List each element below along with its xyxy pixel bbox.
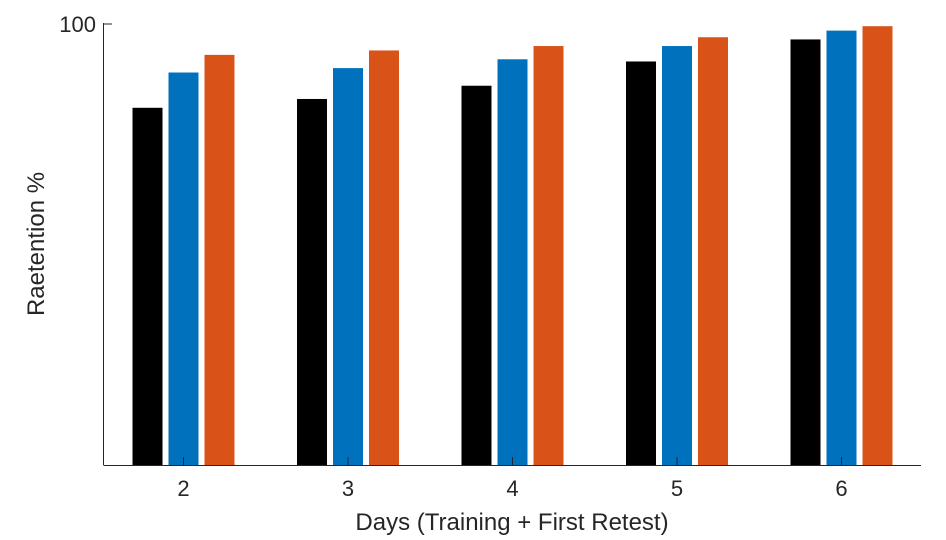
bar-3-series-2 — [333, 68, 363, 465]
bar-2-series-1 — [132, 107, 163, 465]
x-tick-label-2: 2 — [177, 476, 189, 501]
bar-4-series-3 — [533, 46, 564, 466]
x-tick-label-3: 3 — [342, 476, 354, 501]
bar-2-series-3 — [204, 54, 235, 466]
bar-3-series-1 — [297, 98, 327, 465]
bar-6-series-2 — [826, 30, 857, 466]
bars-group — [132, 26, 893, 466]
x-tick-label-4: 4 — [506, 476, 518, 501]
ticks-group: 2 3 4 5 6 100 — [59, 12, 847, 501]
bar-4-series-2 — [497, 59, 528, 465]
y-axis-label: Raetention % — [23, 172, 50, 316]
bar-6-series-1 — [790, 39, 821, 466]
bar-5-series-1 — [626, 61, 656, 466]
bar-5-series-2 — [662, 46, 692, 466]
bar-6-series-3 — [862, 26, 893, 466]
x-axis-label: Days (Training + First Retest) — [355, 509, 668, 536]
bar-3-series-3 — [369, 50, 399, 466]
bar-5-series-3 — [698, 37, 728, 465]
y-tick-label-100: 100 — [59, 12, 96, 37]
bar-2-series-2 — [168, 72, 199, 465]
x-tick-label-6: 6 — [835, 476, 847, 501]
x-tick-label-5: 5 — [671, 476, 683, 501]
bar-4-series-1 — [461, 85, 492, 466]
